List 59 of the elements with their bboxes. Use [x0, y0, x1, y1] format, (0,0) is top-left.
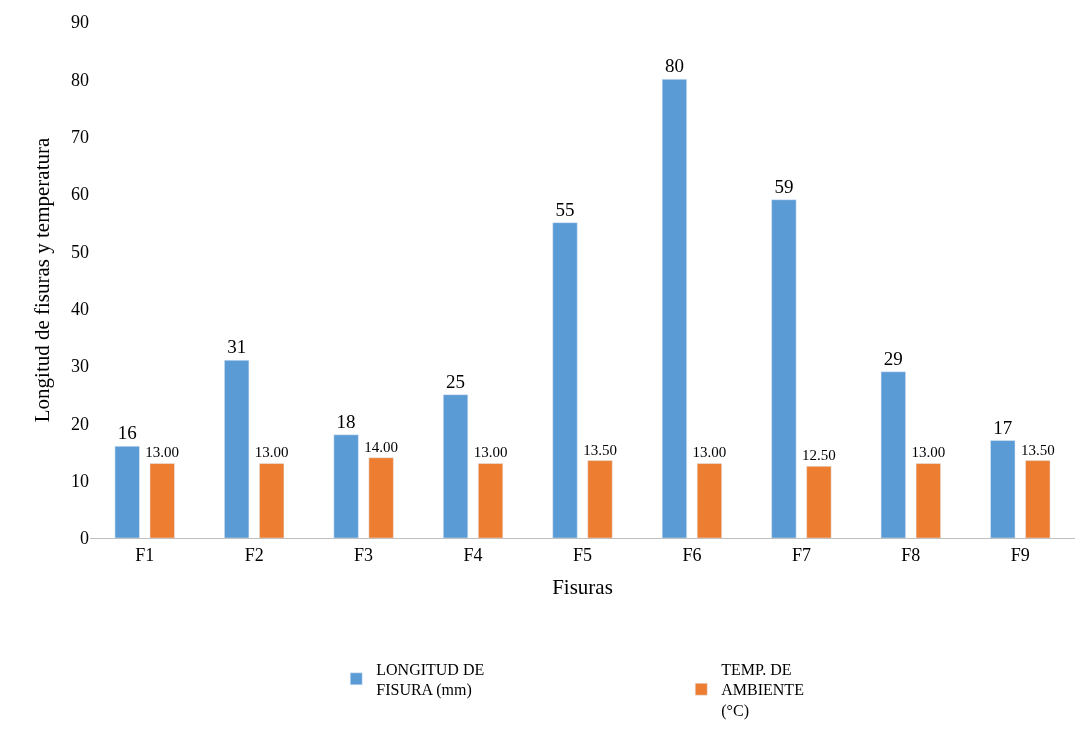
x-tick-label: F8: [901, 544, 921, 565]
y-tick-label: 10: [71, 470, 89, 491]
x-tick-label: F3: [354, 544, 374, 565]
bar: [552, 222, 578, 538]
x-tick-label: F5: [572, 544, 593, 565]
data-label: 13.00: [911, 444, 946, 461]
x-tick-label: F7: [791, 544, 811, 565]
bar: [1025, 460, 1051, 538]
y-tick-label: 0: [80, 528, 89, 549]
data-label: 25: [446, 370, 466, 392]
y-tick-label: 90: [71, 12, 89, 33]
y-tick-label: 20: [71, 413, 89, 434]
bar: [587, 460, 613, 538]
data-label: 59: [774, 175, 794, 197]
y-tick-label: 50: [71, 241, 89, 262]
data-label: 16: [117, 422, 137, 444]
bar: [259, 463, 285, 538]
data-label: 13.00: [145, 444, 180, 461]
x-axis-title: Fisuras: [552, 574, 613, 599]
y-tick-label: 60: [71, 184, 89, 205]
bar: [696, 463, 722, 538]
x-tick-label: F6: [682, 544, 702, 565]
bar: [224, 360, 250, 538]
bar: [478, 463, 504, 538]
data-label: 18: [336, 410, 356, 432]
bar: [915, 463, 941, 538]
bar: [368, 457, 394, 538]
data-label: 14.00: [364, 438, 398, 455]
bar: [771, 199, 797, 538]
x-tick-label: F2: [244, 544, 264, 565]
bar: [880, 371, 906, 538]
data-label: 13.50: [1020, 441, 1055, 458]
data-label: 17: [993, 416, 1013, 438]
data-label: 29: [883, 347, 903, 369]
x-tick-label: F9: [1010, 544, 1030, 565]
bar: [990, 440, 1016, 538]
data-label: 31: [227, 336, 247, 358]
y-tick-label: 70: [71, 126, 89, 147]
x-tick-label: F1: [135, 544, 155, 565]
x-tick-label: F4: [463, 544, 483, 565]
bar: [443, 394, 469, 538]
legend-label: TEMP. DE AMBIENTE (°C): [721, 660, 804, 721]
data-label: 80: [664, 55, 684, 77]
data-label: 13.00: [254, 444, 289, 461]
y-axis-title: Longitud de fisuras y temperatura: [30, 137, 55, 423]
bar: [114, 446, 140, 538]
y-tick-label: 30: [71, 356, 89, 377]
bar: [806, 466, 832, 538]
bar: [661, 79, 687, 538]
y-tick-label: 80: [71, 69, 89, 90]
bar: [149, 463, 175, 538]
y-tick-label: 40: [71, 298, 89, 319]
data-label: 12.50: [802, 447, 836, 464]
data-label: 13.00: [473, 444, 508, 461]
data-label: 13.50: [583, 441, 617, 458]
bar: [333, 434, 359, 538]
data-label: 55: [555, 198, 575, 220]
legend-label: LONGITUD DE FISURA (mm): [376, 660, 485, 700]
data-label: 13.00: [692, 444, 727, 461]
